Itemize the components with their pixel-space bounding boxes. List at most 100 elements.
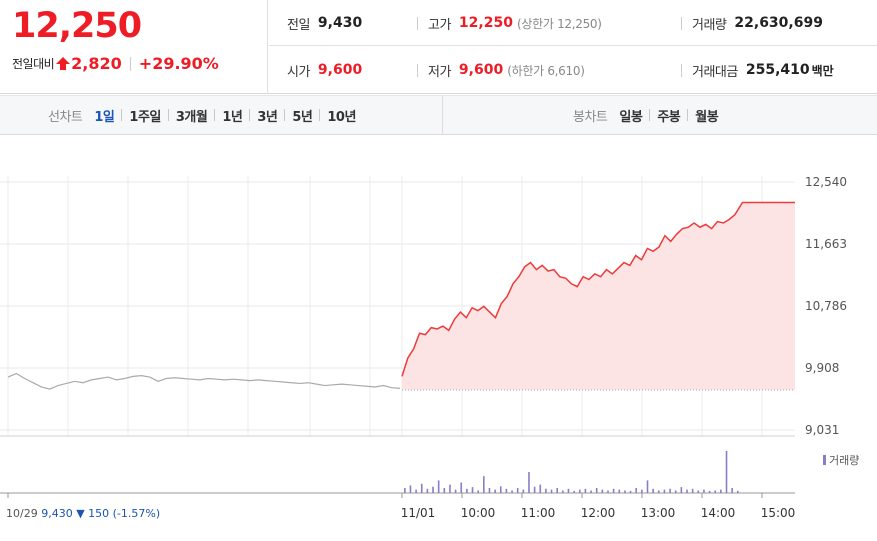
x-tick-label: 15:00 (761, 506, 796, 520)
tab-10y[interactable]: 10년 (327, 109, 356, 125)
volume-bar (499, 486, 502, 493)
amount-value: 255,410 (745, 62, 810, 78)
volume-bar (516, 487, 519, 493)
volume-bar (629, 490, 632, 493)
tab-1y[interactable]: 1년 (222, 109, 243, 125)
volume-bar (657, 490, 660, 493)
line-chart-tabs: 선차트 1일 1주일 3개월 1년 3년 5년 10년 (48, 96, 356, 134)
volume-bar (466, 488, 468, 493)
y-tick-label: 9,908 (805, 361, 839, 375)
change-value: 2,820 (71, 54, 122, 73)
y-tick-label: 11,663 (805, 237, 847, 251)
volume-bar (669, 488, 671, 493)
volume-bar (483, 476, 485, 493)
low-value: 9,600 (458, 62, 504, 78)
chart-period-tabbar: 선차트 1일 1주일 3개월 1년 3년 5년 10년 봉차트 일봉 주봉 월봉 (0, 95, 877, 135)
volume-bar (426, 488, 429, 493)
volume-bar (680, 487, 683, 493)
volume-bar (590, 490, 592, 493)
volume-bar (550, 489, 553, 493)
divider (129, 56, 131, 71)
tab-separator (167, 109, 169, 121)
quote-stats: 전일 9,430 고가 12,250 (상한가 12,250) 거래량 22,6… (269, 0, 877, 94)
volume-bar (460, 482, 463, 493)
change-row: 전일대비 2,820 +29.90% (12, 54, 219, 73)
tab-separator (649, 109, 651, 121)
volume-bar (404, 487, 406, 493)
low-label: 저가 (428, 64, 451, 80)
amount-cell: 거래대금 255,410 백만 (681, 47, 834, 93)
volume-bar (618, 489, 621, 493)
volume-bar (533, 486, 536, 493)
volume-bar (432, 486, 434, 493)
volume-bar (505, 488, 508, 493)
volume-bar (449, 484, 451, 493)
tab-separator (319, 109, 321, 121)
volume-bar (477, 490, 479, 493)
volume-bar (691, 488, 694, 493)
volume-bar (522, 489, 525, 493)
x-tick-label: 10:00 (461, 506, 496, 520)
volume-legend-label: 거래량 (829, 454, 859, 467)
prev-day-date: 10/29 (6, 507, 41, 520)
tab-5y[interactable]: 5년 (292, 109, 313, 125)
current-price: 12,250 (12, 6, 142, 46)
prev-close-label: 전일 (287, 17, 310, 33)
volume-bar (409, 485, 412, 493)
volume-value: 22,630,699 (734, 15, 823, 31)
volume-bar (714, 490, 717, 493)
volume-bar (607, 490, 609, 493)
upper-limit: (상한가 12,250) (516, 16, 602, 31)
volume-label: 거래량 (692, 17, 727, 33)
volume-bar (652, 488, 654, 493)
line-chart-label: 선차트 (48, 109, 83, 125)
volume-legend-swatch (823, 455, 826, 465)
volume-bar (528, 472, 530, 493)
prev-day-info: 10/29 9,430 ▼ 150 (-1.57%) (6, 507, 160, 520)
volume-bar (737, 490, 739, 493)
volume-bar (488, 487, 491, 493)
volume-bar (635, 487, 638, 493)
x-tick-label: 11:00 (521, 506, 556, 520)
price-box: 12,250 전일대비 2,820 +29.90% (0, 0, 268, 94)
lower-limit: (하한가 6,610) (507, 63, 585, 78)
volume-bar (437, 480, 440, 493)
tab-daily-candle[interactable]: 일봉 (619, 109, 643, 125)
volume-bar (720, 489, 722, 493)
open-value: 9,600 (317, 62, 363, 78)
candle-chart-label: 봉차트 (573, 109, 608, 125)
amount-unit: 백만 (811, 63, 834, 78)
tab-weekly-candle[interactable]: 주봉 (657, 109, 681, 125)
tab-3y[interactable]: 3년 (257, 109, 278, 125)
volume-bar (567, 488, 570, 493)
volume-bar (674, 490, 677, 493)
tab-monthly-candle[interactable]: 월봉 (695, 109, 719, 125)
volume-bar (420, 483, 423, 493)
x-tick-label: 14:00 (701, 506, 736, 520)
volume-bar (573, 490, 575, 493)
volume-bar (595, 487, 598, 493)
tab-3m[interactable]: 3개월 (175, 109, 208, 125)
tabbar-divider (442, 96, 443, 134)
tab-separator (121, 109, 123, 121)
today-price-area (402, 202, 795, 390)
volume-bar (471, 487, 474, 493)
low-cell: 저가 9,600 (하한가 6,610) (417, 47, 585, 93)
y-tick-label: 12,540 (805, 175, 847, 189)
quote-panel: 12,250 전일대비 2,820 +29.90% 전일 9,430 고가 1 (0, 0, 877, 94)
volume-bar (562, 490, 564, 493)
volume-bar (494, 489, 496, 493)
tab-1w[interactable]: 1주일 (129, 109, 161, 125)
up-arrow-icon (56, 57, 71, 70)
volume-bar (545, 488, 547, 493)
volume-bar (443, 487, 446, 493)
high-cell: 고가 12,250 (상한가 12,250) (417, 0, 602, 46)
volume-bar (731, 487, 733, 493)
change-percent: +29.90% (138, 54, 219, 73)
volume-bar (663, 489, 666, 493)
tab-1d[interactable]: 1일 (94, 109, 115, 125)
tab-separator (687, 109, 689, 121)
volume-bar (697, 490, 700, 493)
high-label: 고가 (428, 17, 451, 33)
